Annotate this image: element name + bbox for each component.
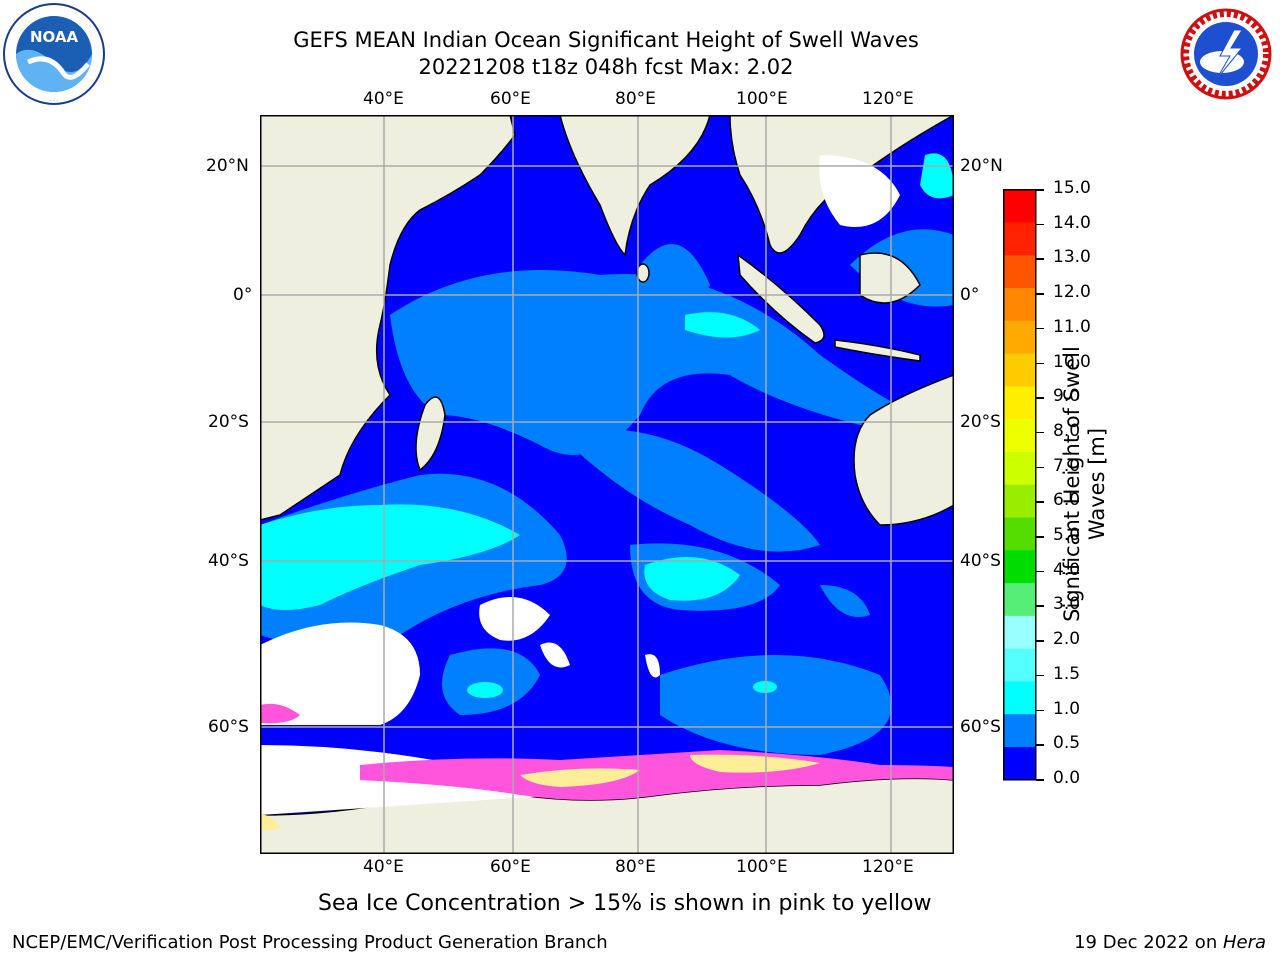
colorbar-swatch <box>1003 320 1036 355</box>
noaa-logo: NOAA · · · <box>3 3 105 105</box>
colorbar-tick-label: 15.0 <box>1053 178 1091 198</box>
noaa-logo-text: NOAA <box>30 28 79 46</box>
colorbar-swatch <box>1003 615 1036 650</box>
lat-label-left: 0° <box>233 285 253 305</box>
lat-label-left: 20°S <box>208 412 249 432</box>
lat-label-right: 20°S <box>960 412 1001 432</box>
colorbar-swatch <box>1003 419 1036 453</box>
colorbar-tick-label: 13.0 <box>1053 247 1091 268</box>
footer-date-text: 19 Dec 2022 on <box>1074 932 1223 953</box>
colorbar-tick-label: 7.0 <box>1053 455 1081 476</box>
graticule <box>260 115 954 854</box>
colorbar-tick-label: 2.0 <box>1053 629 1081 650</box>
footer-host: Hera <box>1222 932 1266 953</box>
colorbar-tick-label: 8.0 <box>1053 420 1081 441</box>
nws-logo <box>1180 8 1272 100</box>
colorbar-tick-mark <box>1036 431 1044 434</box>
colorbar-tick-label: 0.5 <box>1053 733 1081 754</box>
lon-label-bottom: 100°E <box>736 857 788 877</box>
colorbar-swatch <box>1003 255 1036 289</box>
ocean-high-swell <box>260 153 954 698</box>
colorbar-tick-mark <box>1036 258 1044 260</box>
lon-label-top: 40°E <box>363 89 404 109</box>
lon-label-top: 60°E <box>490 89 531 109</box>
colorbar-swatch <box>1003 189 1036 224</box>
colorbar-swatch <box>1003 681 1036 715</box>
colorbar-tick-label: 12.0 <box>1053 282 1091 303</box>
colorbar-tick-label: 14.0 <box>1053 212 1091 233</box>
lat-label-right: 20°N <box>960 156 1003 176</box>
colorbar-swatch <box>1003 714 1036 748</box>
colorbar-swatch <box>1003 550 1036 584</box>
colorbar-tick-label: 4.0 <box>1053 559 1081 580</box>
colorbar-tick-label: 9.0 <box>1053 386 1081 407</box>
colorbar-tick-mark <box>1036 362 1044 365</box>
colorbar-swatch <box>1003 484 1036 519</box>
colorbar-tick-mark <box>1036 501 1044 503</box>
colorbar-label-line2: Waves [m] <box>1085 427 1109 541</box>
lat-label-left: 60°S <box>208 717 249 737</box>
colorbar-tick-label: 10.0 <box>1053 351 1091 372</box>
colorbar-swatch <box>1003 583 1036 617</box>
colorbar-swatch <box>1003 288 1036 322</box>
colorbar-tick-mark <box>1036 744 1044 746</box>
colorbar-tick-mark <box>1036 223 1044 226</box>
colorbar-tick-label: 3.0 <box>1053 594 1081 615</box>
colorbar-tick-mark <box>1036 674 1044 677</box>
colorbar-swatch <box>1003 517 1036 551</box>
lat-label-right: 40°S <box>960 551 1001 571</box>
colorbar-tick-label: 11.0 <box>1053 316 1091 337</box>
lat-label-right: 60°S <box>960 717 1001 737</box>
lon-label-bottom: 80°E <box>615 857 656 877</box>
chart-subtitle: 20221208 t18z 048h fcst Max: 2.02 <box>418 55 794 79</box>
lat-label-right: 0° <box>960 285 980 305</box>
sea-ice-band <box>260 703 954 831</box>
chart-title: GEFS MEAN Indian Ocean Significant Heigh… <box>293 28 919 52</box>
map-frame <box>260 115 954 854</box>
colorbar-tick-mark <box>1036 640 1044 642</box>
footer-date: 19 Dec 2022 on Hera <box>1074 932 1266 953</box>
colorbar-swatch <box>1003 648 1036 682</box>
lon-label-bottom: 120°E <box>862 857 914 877</box>
colorbar-tick-mark <box>1036 189 1044 191</box>
lat-label-left: 20°N <box>206 156 249 176</box>
footer-branch: NCEP/EMC/Verification Post Processing Pr… <box>12 932 608 953</box>
sea-ice-caption: Sea Ice Concentration > 15% is shown in … <box>318 891 932 916</box>
lon-label-bottom: 40°E <box>363 857 404 877</box>
colorbar-tick-mark <box>1036 709 1044 712</box>
lon-label-top: 80°E <box>615 89 656 109</box>
colorbar-tick-mark <box>1036 570 1044 573</box>
colorbar-label-line1: Significant Height of Swell <box>1060 346 1084 622</box>
colorbar-tick-label: 6.0 <box>1053 490 1081 511</box>
colorbar-swatch <box>1003 451 1036 486</box>
lon-label-top: 100°E <box>736 89 788 109</box>
colorbar-swatch <box>1003 746 1036 781</box>
lat-label-left: 40°S <box>208 551 249 571</box>
colorbar-tick-mark <box>1036 536 1044 538</box>
lon-label-bottom: 60°E <box>490 857 531 877</box>
colorbar-tick-mark <box>1036 779 1044 781</box>
colorbar-tick-mark <box>1036 327 1044 330</box>
colorbar-tick-mark <box>1036 605 1044 607</box>
colorbar-tick-mark <box>1036 466 1044 469</box>
colorbar-tick-mark <box>1036 293 1044 295</box>
colorbar-tick-label: 0.0 <box>1053 768 1081 788</box>
colorbar-tick-mark <box>1036 397 1044 399</box>
lon-label-top: 120°E <box>862 89 914 109</box>
map-area <box>260 115 954 854</box>
noaa-ring-text: · · · <box>50 98 58 104</box>
colorbar-tick-label: 5.0 <box>1053 525 1081 546</box>
colorbar-swatch <box>1003 353 1036 387</box>
colorbar <box>1003 189 1037 781</box>
colorbar-swatch <box>1003 386 1036 420</box>
colorbar-tick-label: 1.0 <box>1053 698 1081 719</box>
colorbar-swatch <box>1003 222 1036 256</box>
colorbar-tick-label: 1.5 <box>1053 663 1081 684</box>
